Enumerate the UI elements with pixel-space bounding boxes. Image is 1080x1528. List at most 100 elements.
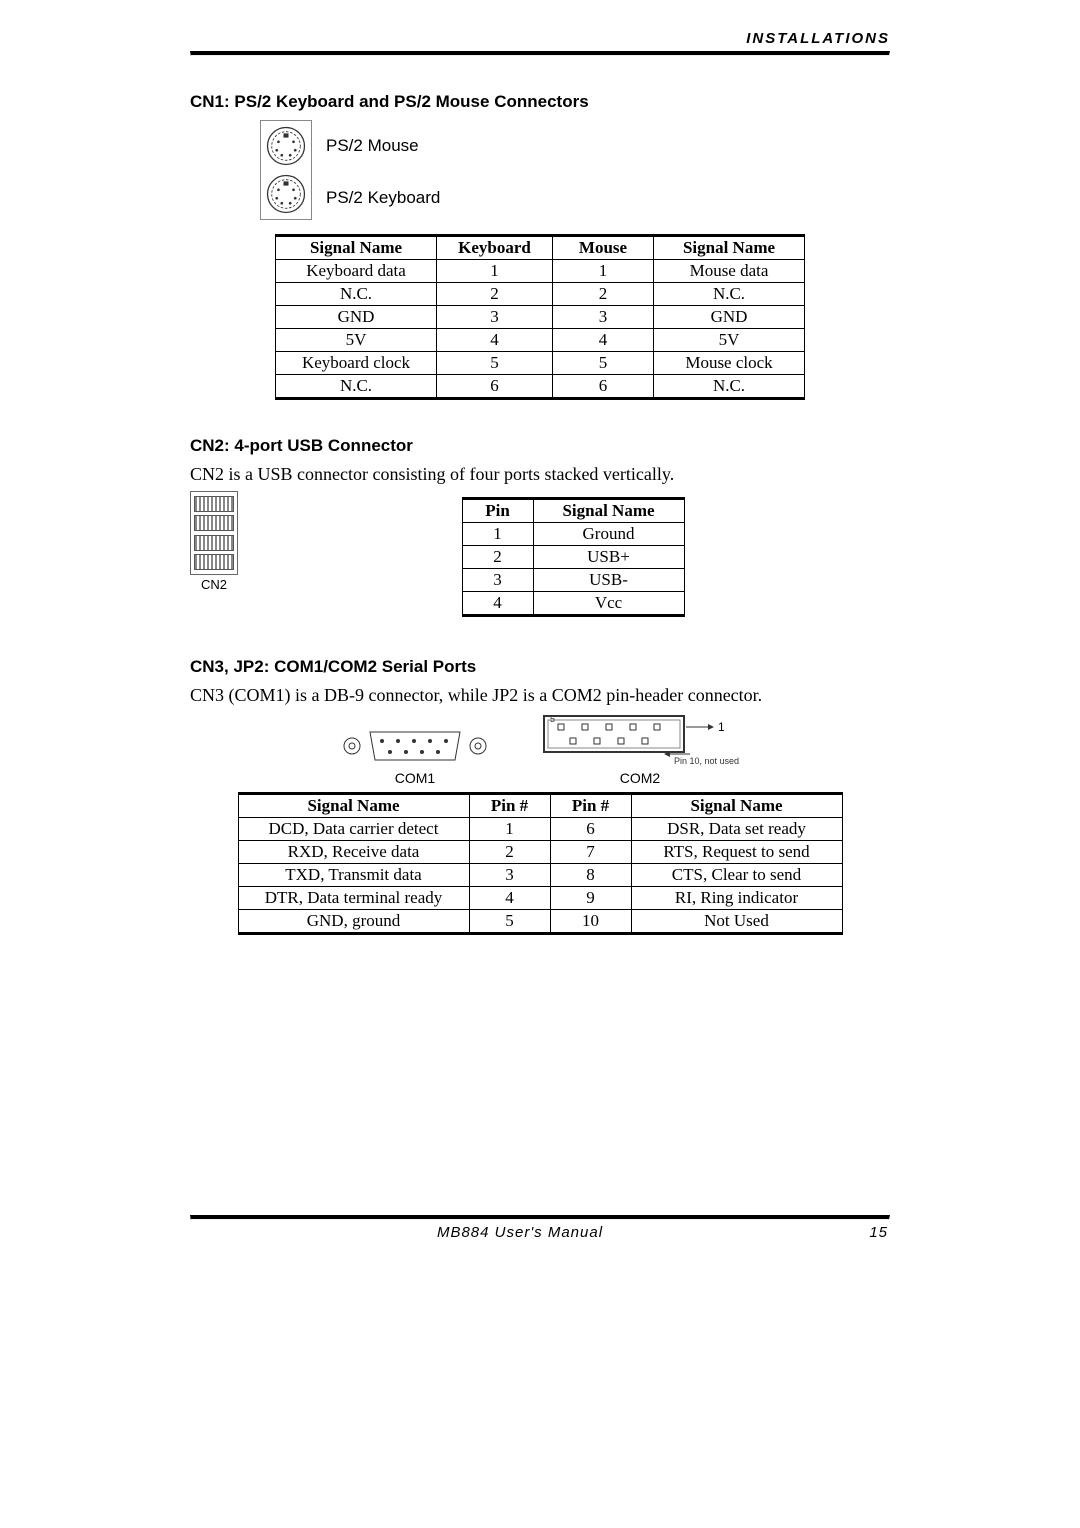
- com-diagram-block: COM1 5 1 Pin 10, not used. COM2: [190, 712, 890, 786]
- table-header-cell: Pin #: [550, 794, 631, 818]
- table-cell: N.C.: [654, 375, 805, 399]
- table-header-cell: Mouse: [553, 236, 654, 260]
- table-cell: USB-: [533, 569, 684, 592]
- table-cell: 6: [550, 818, 631, 841]
- table-cell: DSR, Data set ready: [631, 818, 842, 841]
- page: INSTALLATIONS CN1: PS/2 Keyboard and PS/…: [0, 0, 1080, 1271]
- table-cell: 2: [462, 546, 533, 569]
- table-row: N.C.22N.C.: [276, 283, 805, 306]
- table-cell: 6: [553, 375, 654, 399]
- table-row: 5V445V: [276, 329, 805, 352]
- table-cell: 2: [437, 283, 553, 306]
- table-cell: GND: [276, 306, 437, 329]
- table-cell: 10: [550, 910, 631, 934]
- table-cell: 4: [462, 592, 533, 616]
- table-cell: 1: [462, 523, 533, 546]
- table-cell: 3: [469, 864, 550, 887]
- table-row: DCD, Data carrier detect16DSR, Data set …: [238, 818, 842, 841]
- table-cell: TXD, Transmit data: [238, 864, 469, 887]
- ps2-mouse-icon: [265, 125, 307, 167]
- table-cell: 1: [469, 818, 550, 841]
- table-cell: Vcc: [533, 592, 684, 616]
- table-cell: 5: [469, 910, 550, 934]
- table-cell: RI, Ring indicator: [631, 887, 842, 910]
- usb-port-slot: [194, 496, 234, 512]
- table-cell: DTR, Data terminal ready: [238, 887, 469, 910]
- usb-port-slot: [194, 554, 234, 570]
- pin10-note: Pin 10, not used.: [674, 756, 740, 766]
- table-cell: N.C.: [276, 375, 437, 399]
- table-cell: 3: [462, 569, 533, 592]
- table-cell: 1: [553, 260, 654, 283]
- com1-caption: COM1: [395, 770, 435, 786]
- table-cell: Ground: [533, 523, 684, 546]
- table-cell: N.C.: [276, 283, 437, 306]
- table-cell: Keyboard data: [276, 260, 437, 283]
- ps2-diagram-block: PS/2 Mouse PS/2 Keyboard: [260, 120, 890, 224]
- table-cell: Mouse clock: [654, 352, 805, 375]
- usb-port-slot: [194, 515, 234, 531]
- table-cell: 4: [437, 329, 553, 352]
- table-header-cell: Signal Name: [238, 794, 469, 818]
- com2-header-icon: 5 1 Pin 10, not used.: [540, 712, 740, 768]
- table-cell: 4: [469, 887, 550, 910]
- cn1-title: CN1: PS/2 Keyboard and PS/2 Mouse Connec…: [190, 92, 890, 112]
- table-cell: Mouse data: [654, 260, 805, 283]
- cn2-table: PinSignal Name1Ground2USB+3USB-4Vcc: [462, 497, 685, 617]
- ps2-keyboard-icon: [265, 173, 307, 215]
- usb-icon-wrap: CN2: [190, 491, 238, 592]
- cn1-table: Signal NameKeyboardMouseSignal NameKeybo…: [275, 234, 805, 400]
- table-cell: 6: [437, 375, 553, 399]
- com1-db9-icon: [340, 724, 490, 768]
- cn3-desc: CN3 (COM1) is a DB-9 connector, while JP…: [190, 685, 890, 706]
- usb-port-slot: [194, 535, 234, 551]
- cn3-title: CN3, JP2: COM1/COM2 Serial Ports: [190, 657, 890, 677]
- cn3-table: Signal NamePin #Pin #Signal NameDCD, Dat…: [238, 792, 843, 935]
- table-row: Keyboard data11Mouse data: [276, 260, 805, 283]
- table-cell: 2: [553, 283, 654, 306]
- footer-manual-name: MB884 User's Manual: [192, 1224, 848, 1241]
- table-row: Keyboard clock55Mouse clock: [276, 352, 805, 375]
- table-cell: GND: [654, 306, 805, 329]
- table-cell: 2: [469, 841, 550, 864]
- table-cell: Not Used: [631, 910, 842, 934]
- table-row: TXD, Transmit data38CTS, Clear to send: [238, 864, 842, 887]
- table-cell: DCD, Data carrier detect: [238, 818, 469, 841]
- table-cell: 7: [550, 841, 631, 864]
- footer-line: MB884 User's Manual 15: [190, 1220, 890, 1241]
- footer: MB884 User's Manual 15: [190, 1215, 890, 1241]
- table-row: 2USB+: [462, 546, 684, 569]
- table-cell: 8: [550, 864, 631, 887]
- table-cell: 5: [553, 352, 654, 375]
- table-cell: 5: [437, 352, 553, 375]
- table-header-cell: Signal Name: [533, 499, 684, 523]
- table-cell: 4: [553, 329, 654, 352]
- table-header-cell: Signal Name: [276, 236, 437, 260]
- table-header-cell: Pin: [462, 499, 533, 523]
- table-cell: 5V: [276, 329, 437, 352]
- table-cell: RXD, Receive data: [238, 841, 469, 864]
- table-cell: Keyboard clock: [276, 352, 437, 375]
- table-cell: N.C.: [654, 283, 805, 306]
- table-header-cell: Signal Name: [654, 236, 805, 260]
- ps2-mouse-label: PS/2 Mouse: [326, 136, 440, 156]
- table-row: 4Vcc: [462, 592, 684, 616]
- table-header-cell: Signal Name: [631, 794, 842, 818]
- usb-block: CN2 PinSignal Name1Ground2USB+3USB-4Vcc: [190, 491, 890, 621]
- table-cell: GND, ground: [238, 910, 469, 934]
- pin5-marker: 5: [550, 714, 555, 724]
- table-row: 1Ground: [462, 523, 684, 546]
- footer-page-number: 15: [848, 1224, 888, 1241]
- header-rule: [190, 51, 890, 56]
- table-cell: 1: [437, 260, 553, 283]
- table-row: N.C.66N.C.: [276, 375, 805, 399]
- usb-icon-caption: CN2: [201, 577, 227, 592]
- ps2-keyboard-label: PS/2 Keyboard: [326, 188, 440, 208]
- table-cell: 9: [550, 887, 631, 910]
- table-cell: USB+: [533, 546, 684, 569]
- pin1-marker: 1: [718, 720, 725, 734]
- ps2-labels: PS/2 Mouse PS/2 Keyboard: [326, 120, 440, 224]
- com2-caption: COM2: [620, 770, 660, 786]
- table-row: GND33GND: [276, 306, 805, 329]
- table-cell: CTS, Clear to send: [631, 864, 842, 887]
